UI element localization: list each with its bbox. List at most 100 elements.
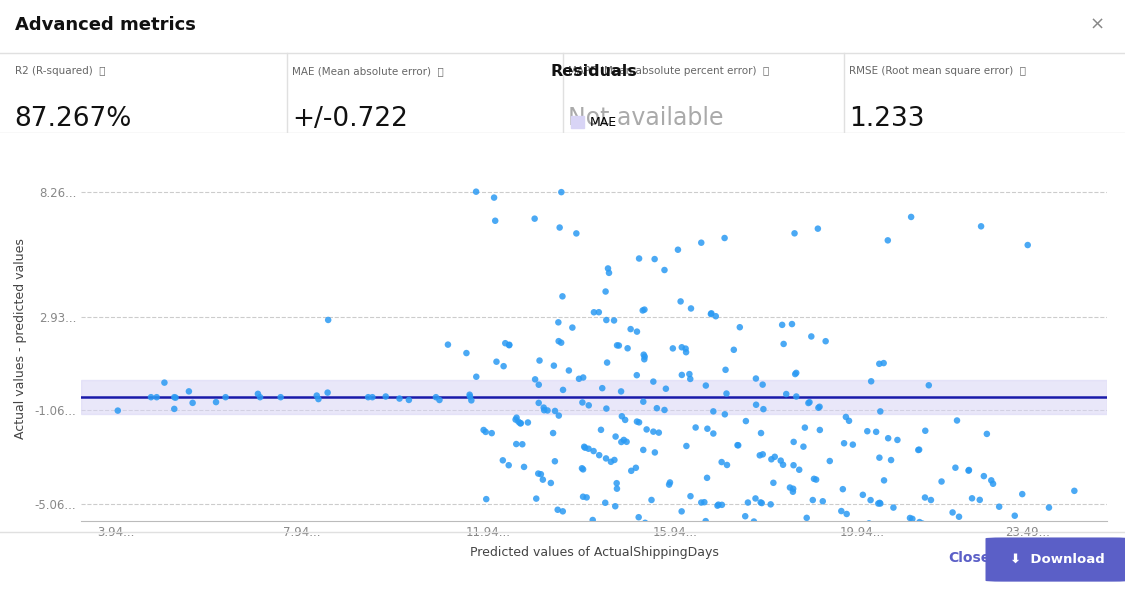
Point: [628, 370, 646, 380]
Text: Residuals: Residuals: [550, 64, 638, 80]
X-axis label: Predicted values of ActualShippingDays: Predicted values of ActualShippingDays: [469, 546, 719, 559]
Point: [774, 460, 792, 469]
Point: [984, 479, 1002, 488]
Point: [546, 406, 564, 416]
Point: [862, 495, 880, 505]
Point: [702, 309, 720, 318]
Point: [903, 514, 921, 524]
Point: [710, 500, 728, 509]
Point: [585, 446, 603, 456]
Point: [766, 452, 784, 462]
Point: [806, 474, 824, 484]
Point: [567, 229, 585, 238]
Point: [837, 412, 855, 422]
Point: [866, 520, 884, 530]
Point: [656, 405, 674, 415]
Point: [798, 513, 816, 522]
Text: Advanced metrics: Advanced metrics: [15, 16, 196, 34]
Point: [596, 287, 614, 296]
Point: [554, 385, 572, 395]
Point: [716, 233, 734, 243]
Point: [793, 537, 811, 546]
Point: [763, 455, 781, 464]
Point: [704, 429, 722, 438]
Point: [622, 325, 640, 334]
Point: [592, 547, 610, 557]
Point: [579, 401, 597, 410]
Point: [718, 460, 736, 469]
Point: [822, 548, 840, 558]
Point: [772, 456, 790, 465]
Point: [871, 453, 889, 462]
Point: [575, 442, 593, 452]
Point: [673, 343, 691, 352]
Point: [483, 428, 501, 438]
Point: [706, 312, 724, 321]
Point: [686, 423, 704, 432]
Point: [546, 456, 564, 466]
Point: [956, 562, 974, 572]
Point: [695, 498, 713, 507]
Point: [916, 493, 934, 502]
Point: [487, 357, 505, 366]
Point: [784, 437, 802, 446]
Point: [512, 419, 530, 428]
Point: [673, 370, 691, 380]
Point: [754, 449, 772, 459]
Point: [1015, 584, 1033, 589]
Point: [596, 498, 614, 508]
Text: R2 (R-squared)  ⓘ: R2 (R-squared) ⓘ: [15, 67, 105, 76]
Point: [712, 457, 730, 466]
Point: [716, 409, 734, 419]
Point: [428, 392, 446, 402]
Point: [831, 577, 849, 586]
Point: [858, 426, 876, 436]
Point: [960, 465, 978, 475]
Point: [539, 406, 557, 415]
Point: [109, 406, 127, 415]
Point: [784, 461, 802, 470]
Point: [709, 501, 727, 511]
Point: [467, 187, 485, 196]
Point: [467, 372, 485, 382]
Point: [1040, 503, 1058, 512]
Point: [812, 567, 830, 576]
Point: [630, 418, 648, 427]
Point: [165, 392, 183, 402]
Text: 87.267%: 87.267%: [15, 106, 132, 132]
Point: [752, 428, 770, 438]
Point: [717, 365, 735, 375]
Point: [910, 445, 928, 454]
Point: [431, 395, 449, 405]
Point: [948, 416, 966, 425]
Point: [600, 268, 618, 277]
Point: [938, 574, 956, 583]
Point: [910, 517, 928, 527]
Point: [534, 475, 552, 484]
Point: [554, 292, 572, 301]
Point: [147, 392, 165, 402]
Point: [745, 517, 763, 526]
Point: [773, 320, 791, 330]
Point: [724, 345, 742, 355]
Point: [477, 494, 495, 504]
Point: [840, 416, 858, 425]
Point: [534, 403, 552, 412]
Point: [657, 384, 675, 393]
Point: [747, 400, 765, 409]
Point: [500, 461, 518, 470]
Point: [656, 525, 674, 535]
Point: [574, 492, 592, 501]
Point: [784, 484, 802, 494]
Point: [673, 507, 691, 516]
Point: [811, 402, 829, 412]
Point: [359, 392, 377, 402]
Text: RMSE (Root mean square error)  ⓘ: RMSE (Root mean square error) ⓘ: [849, 67, 1026, 76]
Point: [696, 517, 714, 526]
Point: [783, 533, 801, 542]
Point: [627, 463, 645, 472]
Point: [638, 425, 656, 434]
Point: [799, 585, 817, 589]
Point: [692, 238, 710, 247]
Point: [515, 462, 533, 472]
